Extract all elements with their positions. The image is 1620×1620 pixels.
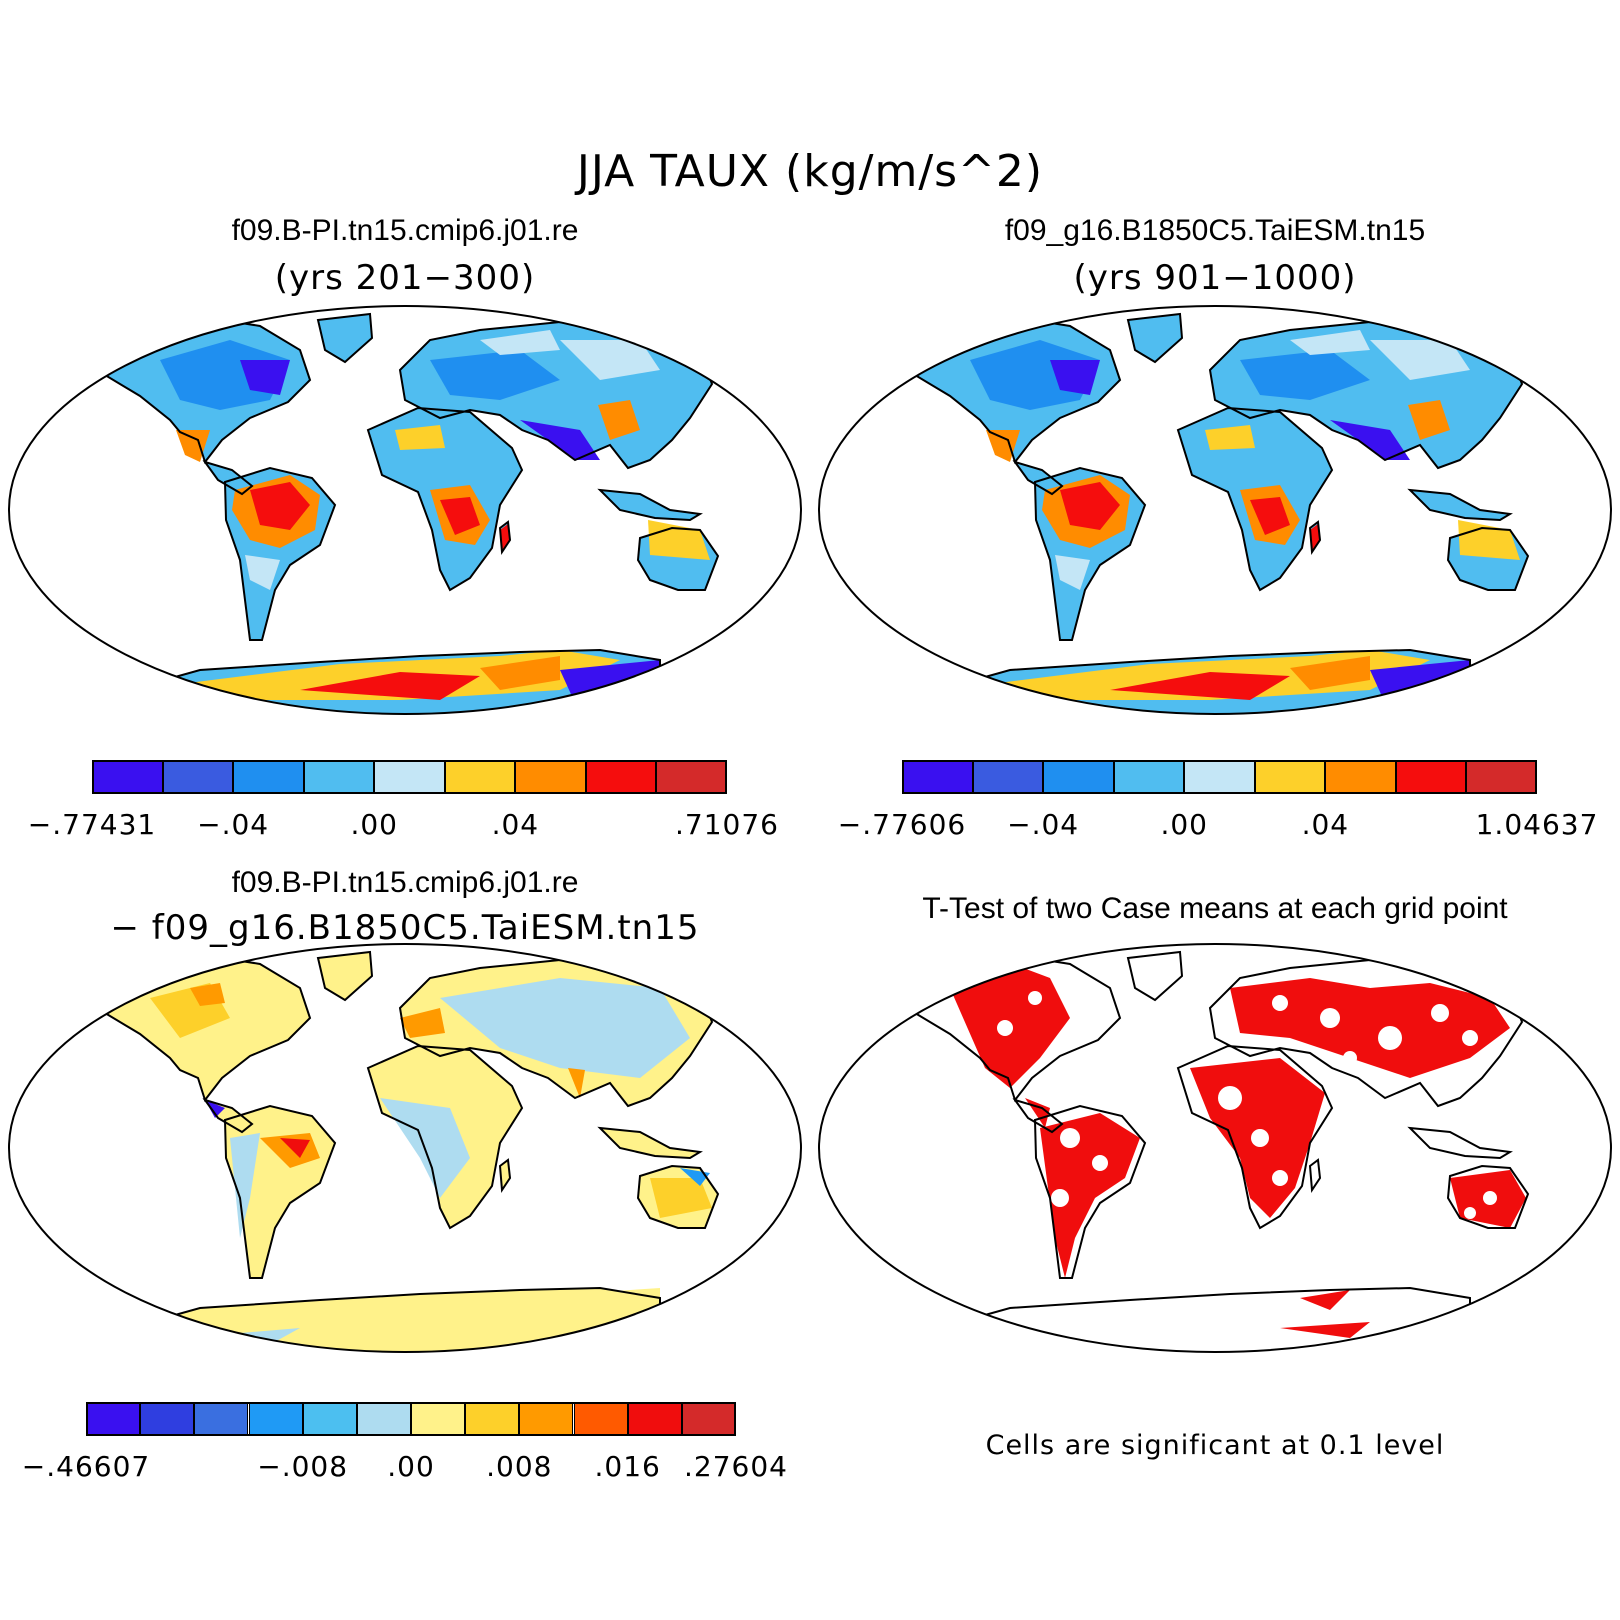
colorbar-label: −.77606 — [837, 808, 967, 841]
panel-bottom-left-title: f09.B-PI.tn15.cmip6.j01.re — [231, 866, 579, 899]
panel-bottom-left-subtitle: − f09_g16.B1850C5.TaiESM.tn15 — [110, 908, 700, 948]
colorbar-label: −.77431 — [27, 808, 157, 841]
colorbar-label: .016 — [594, 1450, 661, 1483]
colorbar-box — [1395, 760, 1467, 794]
colorbar-frame — [86, 1402, 736, 1436]
panel-top-right-title: f09_g16.B1850C5.TaiESM.tn15 — [1004, 214, 1426, 247]
colorbar-label: .04 — [491, 808, 540, 841]
colorbar-box — [86, 1402, 141, 1436]
map-top-left — [8, 305, 802, 715]
colorbar-label: .00 — [1160, 808, 1208, 841]
colorbar-frame — [902, 760, 1537, 794]
colorbar-label: .71076 — [675, 808, 779, 841]
colorbar-label: 1.04637 — [1475, 808, 1599, 841]
colorbar-frame — [92, 760, 727, 794]
colorbar-label: .008 — [486, 1450, 553, 1483]
colorbar-label: −.46607 — [21, 1450, 151, 1483]
panel-top-right-subtitle: (yrs 901−1000) — [1073, 258, 1357, 298]
colorbar-box — [1254, 760, 1326, 794]
colorbar-box — [972, 760, 1044, 794]
colorbar-label: −.008 — [257, 1450, 349, 1483]
colorbar-label: .04 — [1301, 808, 1350, 841]
map-bottom-left — [8, 943, 802, 1353]
colorbar-label: .27604 — [684, 1450, 788, 1483]
colorbar-label: .00 — [387, 1450, 435, 1483]
map-top-right — [818, 305, 1612, 715]
colorbar-label: −.04 — [197, 808, 270, 841]
colorbar-box — [374, 760, 445, 794]
significance-note: Cells are significant at 0.1 level — [985, 1430, 1445, 1461]
colorbar-box — [356, 1402, 411, 1436]
colorbar-label: .00 — [350, 808, 398, 841]
map-bottom-right — [818, 943, 1612, 1353]
panel-top-left-subtitle: (yrs 201−300) — [274, 258, 536, 298]
colorbar-label: −.04 — [1007, 808, 1080, 841]
colorbar-box — [902, 760, 973, 794]
panel-top-left-title: f09.B-PI.tn15.cmip6.j01.re — [231, 214, 579, 247]
colorbar-box — [1184, 760, 1255, 794]
main-title: JJA TAUX (kg/m/s^2) — [576, 146, 1044, 197]
panel-bottom-right-title: T-Test of two Case means at each grid po… — [922, 892, 1508, 925]
